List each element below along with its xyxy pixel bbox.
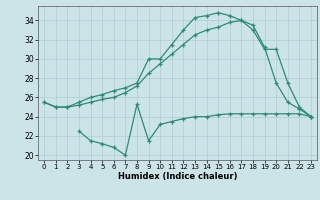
- X-axis label: Humidex (Indice chaleur): Humidex (Indice chaleur): [118, 172, 237, 181]
